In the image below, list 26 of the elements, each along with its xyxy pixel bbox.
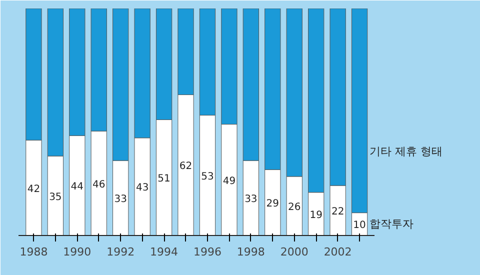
x-tick-label: 2002 [324, 246, 352, 258]
x-tick-label: 2000 [280, 246, 308, 258]
x-tick-label: 1992 [106, 246, 135, 258]
data-label: 53 [201, 171, 214, 182]
data-label: 43 [136, 182, 149, 194]
data-label: 22 [331, 206, 344, 218]
x-tick-label: 1990 [63, 246, 92, 258]
x-tick-label: 1994 [150, 246, 178, 258]
data-label: 29 [266, 198, 280, 210]
data-label: 26 [288, 202, 301, 213]
x-tick-label: 1996 [193, 246, 222, 258]
data-label: 44 [70, 182, 84, 193]
x-tick-label: 1998 [236, 246, 265, 258]
data-label: 19 [310, 210, 322, 221]
series-label: 기타 제휴 형태 [369, 145, 442, 158]
data-label: 35 [49, 192, 62, 203]
data-label: 33 [244, 194, 258, 206]
data-label: 49 [222, 176, 236, 187]
data-label: 33 [114, 194, 127, 206]
data-label: 46 [92, 179, 106, 190]
data-label: 62 [179, 161, 192, 172]
x-tick-label: 1988 [20, 246, 48, 258]
series-label: 합작투자 [369, 218, 414, 231]
data-label: 51 [158, 174, 170, 185]
data-label: 10 [353, 220, 366, 232]
data-label: 42 [27, 184, 40, 195]
